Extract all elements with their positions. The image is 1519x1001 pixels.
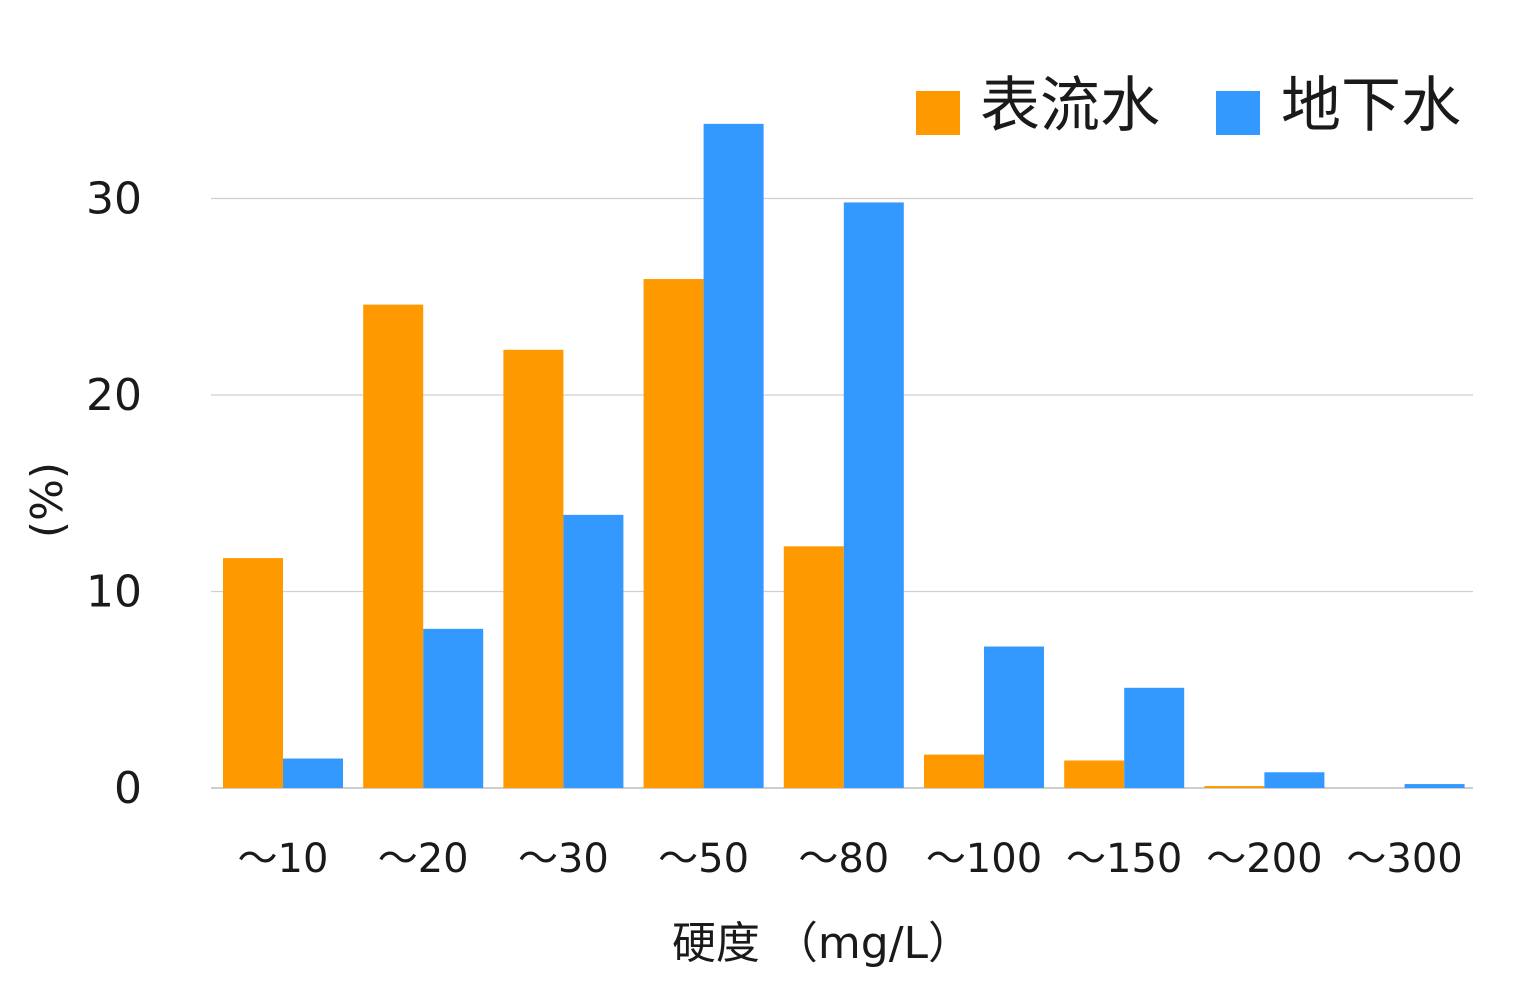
bar-surface-water xyxy=(1204,786,1265,788)
bar-surface-water xyxy=(223,558,283,788)
bars xyxy=(223,123,1465,788)
bar-groundwater xyxy=(703,123,764,788)
x-tick-label: ～50 xyxy=(658,836,749,882)
bar-groundwater xyxy=(1264,772,1325,788)
bar-groundwater xyxy=(1404,784,1465,788)
legend: 表流水 地下水 xyxy=(916,71,1461,141)
bar-surface-water xyxy=(503,349,564,788)
bar-groundwater xyxy=(283,758,343,788)
bar-surface-water xyxy=(363,304,424,788)
bar-surface-water xyxy=(1064,760,1125,788)
x-tick-label: ～10 xyxy=(238,836,329,882)
x-tick-label: ～30 xyxy=(518,836,609,882)
legend-label-groundwater: 地下水 xyxy=(1281,71,1461,141)
x-axis-categories: ～10 ～20 ～30 ～50 ～80 ～100 ～150 ～200 ～300 xyxy=(238,836,1463,882)
bar-surface-water xyxy=(643,279,704,788)
y-tick-label: 20 xyxy=(86,370,142,421)
legend-swatch-groundwater xyxy=(1216,91,1260,135)
bar-groundwater xyxy=(1124,687,1185,788)
bar-groundwater xyxy=(984,646,1044,788)
bar-groundwater xyxy=(423,628,484,788)
y-tick-label: 10 xyxy=(86,567,142,618)
x-tick-label: ～80 xyxy=(798,836,889,882)
x-tick-label: ～300 xyxy=(1346,836,1462,882)
x-tick-label: ～100 xyxy=(926,836,1042,882)
legend-swatch-surface-water xyxy=(916,91,960,135)
bar-surface-water xyxy=(924,754,984,788)
legend-label-surface-water: 表流水 xyxy=(980,71,1160,141)
bar-groundwater xyxy=(843,202,904,788)
x-tick-label: ～20 xyxy=(378,836,469,882)
y-axis-title: (%) xyxy=(22,462,73,538)
x-axis-title: 硬度 （mg/L） xyxy=(672,918,972,969)
x-tick-label: ～200 xyxy=(1206,836,1322,882)
y-tick-label: 0 xyxy=(114,763,142,814)
bar-groundwater xyxy=(563,514,624,788)
y-axis-ticks: 0 10 20 30 xyxy=(86,174,142,815)
x-tick-label: ～150 xyxy=(1066,836,1182,882)
y-tick-label: 30 xyxy=(86,174,142,225)
bar-surface-water xyxy=(783,546,844,788)
